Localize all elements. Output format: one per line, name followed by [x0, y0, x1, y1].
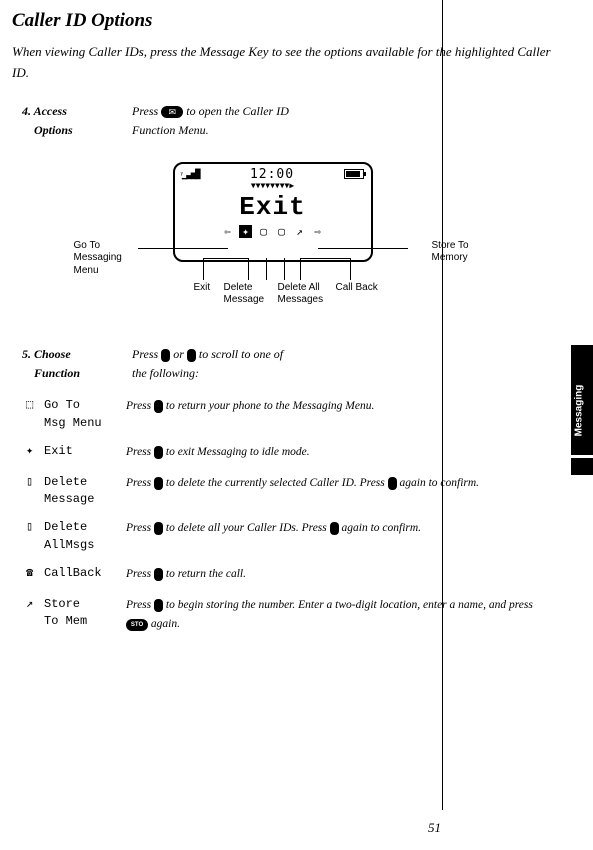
message-key-icon: [161, 106, 183, 118]
screen-main-text: Exit: [175, 192, 371, 222]
fn-icon: ⬚: [26, 397, 44, 432]
fn-store-to-mem: ↗ StoreTo Mem Press to begin storing the…: [12, 596, 553, 635]
screen-icon-1: ✦: [239, 225, 252, 238]
nav-left-icon: [161, 349, 170, 362]
fn-name: Go ToMsg Menu: [44, 397, 126, 432]
label-exit: Exit: [194, 282, 211, 295]
leader-line: [300, 258, 301, 280]
leader-line: [284, 258, 285, 280]
fn-delete-message: ▯ DeleteMessage Press to delete the curr…: [12, 474, 553, 509]
fn-icon: ▯: [26, 474, 44, 509]
fn-name: Exit: [44, 443, 126, 463]
fn-name: DeleteMessage: [44, 474, 126, 509]
screen-icon-3: ▢: [275, 225, 288, 238]
nav-right-icon: [187, 349, 196, 362]
phone-screen-diagram: ᵞ▁▃▅█ 12:00 ▼▼▼▼▼▼▼▼▶ Exit ⇦ ✦ ▢ ▢ ↗ ⇨: [78, 162, 488, 317]
fn-desc: Press to return the call.: [126, 565, 553, 585]
fn-call-back: ☎ CallBack Press to return the call.: [12, 565, 553, 585]
fn-go-to-menu: ⬚ Go ToMsg Menu Press to return your pho…: [12, 397, 553, 432]
fn-name: CallBack: [44, 565, 126, 585]
leader-line: [203, 258, 204, 280]
clock: 12:00: [250, 167, 294, 182]
leader-line: [266, 258, 267, 280]
page-title: Caller ID Options: [12, 10, 553, 32]
screen-icon-row: ⇦ ✦ ▢ ▢ ↗ ⇨: [175, 225, 371, 238]
label-delete-all: Delete AllMessages: [278, 282, 324, 307]
leader-line: [203, 258, 249, 259]
step-4: 4. Access Options Press to open the Call…: [12, 102, 553, 140]
select-icon: [388, 477, 397, 490]
scroll-indicators: ▼▼▼▼▼▼▼▼▶: [175, 181, 371, 190]
step-4-heading: 4. Access Options: [22, 102, 132, 140]
fn-delete-all: ▯ DeleteAllMsgs Press to delete all your…: [12, 519, 553, 554]
screen-icon-5: ⇨: [311, 225, 324, 238]
fn-icon: ✦: [26, 443, 44, 463]
fn-desc: Press to delete all your Caller IDs. Pre…: [126, 519, 553, 554]
select-icon: [154, 400, 163, 413]
select-icon: [154, 599, 163, 612]
fn-name: StoreTo Mem: [44, 596, 126, 635]
leader-line: [138, 248, 228, 249]
select-icon: [330, 522, 339, 535]
select-icon: [154, 568, 163, 581]
battery-icon: [344, 169, 364, 179]
phone-screen: ᵞ▁▃▅█ 12:00 ▼▼▼▼▼▼▼▼▶ Exit ⇦ ✦ ▢ ▢ ↗ ⇨: [173, 162, 373, 262]
leader-line: [318, 248, 408, 249]
label-store-to-memory: Store To Memory: [432, 240, 492, 265]
fn-desc: Press to exit Messaging to idle mode.: [126, 443, 553, 463]
fn-exit: ✦ Exit Press to exit Messaging to idle m…: [12, 443, 553, 463]
select-icon: [154, 477, 163, 490]
label-go-to-menu: Go To Messaging Menu: [74, 240, 144, 278]
fn-icon: ☎: [26, 565, 44, 585]
fn-icon: ▯: [26, 519, 44, 554]
fn-name: DeleteAllMsgs: [44, 519, 126, 554]
select-icon: [154, 446, 163, 459]
label-call-back: Call Back: [336, 282, 378, 295]
screen-status-bar: ᵞ▁▃▅█ 12:00: [175, 164, 371, 182]
screen-icon-4: ↗: [293, 225, 306, 238]
step-5-heading: 5. Choose Function: [22, 345, 132, 383]
step-5-body: Press or to scroll to one of the followi…: [132, 345, 283, 383]
step-4-body: Press to open the Caller ID Function Men…: [132, 102, 289, 140]
leader-line: [350, 258, 351, 280]
screen-icon-0: ⇦: [221, 225, 234, 238]
step-5: 5. Choose Function Press or to scroll to…: [12, 345, 553, 383]
fn-icon: ↗: [26, 596, 44, 635]
leader-line: [300, 258, 350, 259]
fn-desc: Press to return your phone to the Messag…: [126, 397, 553, 432]
page-number: 51: [428, 820, 441, 836]
page-content: Caller ID Options When viewing Caller ID…: [0, 0, 593, 635]
fn-desc: Press to begin storing the number. Enter…: [126, 596, 553, 635]
sto-key-icon: [126, 619, 148, 631]
screen-icon-2: ▢: [257, 225, 270, 238]
signal-icon: ᵞ▁▃▅█: [181, 169, 200, 180]
label-delete-message: DeleteMessage: [224, 282, 265, 307]
leader-line: [248, 258, 249, 280]
select-icon: [154, 522, 163, 535]
fn-desc: Press to delete the currently selected C…: [126, 474, 553, 509]
intro-text: When viewing Caller IDs, press the Messa…: [12, 42, 553, 84]
